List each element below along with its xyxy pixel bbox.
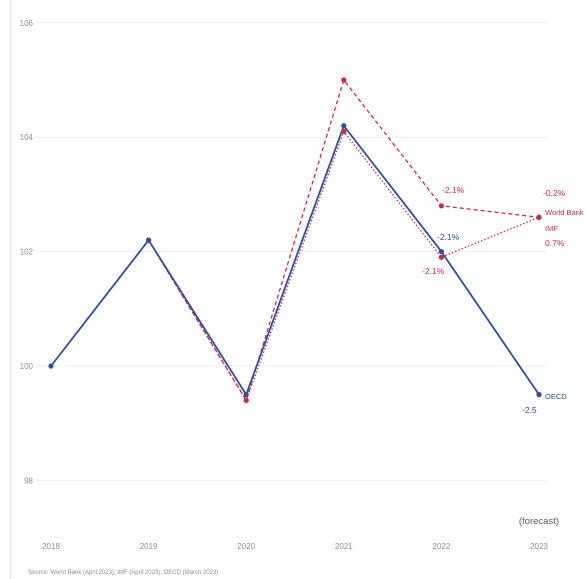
series-label-oecd: OECD [545, 392, 567, 401]
data-point-imf-2023 [536, 214, 542, 220]
series-label-world-bank: World Bank [545, 208, 584, 217]
x-tick-label-2019: 2019 [140, 542, 158, 551]
data-label-world-bank-2022: -2.1% [442, 185, 465, 195]
left-rule [10, 0, 11, 579]
series-lines [50, 79, 540, 401]
data-point-oecd-2021 [341, 123, 347, 129]
series-line-world-bank [148, 79, 540, 401]
data-point-world-bank-2021 [341, 77, 347, 83]
data-label-world-bank-2023: -0.2% [543, 188, 566, 198]
data-point-imf-2022 [438, 254, 444, 260]
series-line-oecd [50, 124, 540, 396]
data-label-imf-2022: -2.1% [422, 266, 445, 276]
data-point-oecd-2019 [146, 237, 152, 243]
y-tick-label-100: 100 [20, 362, 34, 371]
series-line-imf [148, 130, 540, 401]
x-tick-label-2018: 2018 [42, 542, 60, 551]
x-tick-label-2021: 2021 [335, 542, 353, 551]
data-point-imf-2020 [243, 397, 249, 403]
x-axis-ticks: 2018 2019 2020 2021 2022 2023 [42, 542, 548, 551]
x-tick-label-2023: 2023 [530, 542, 548, 551]
x-tick-label-2020: 2020 [237, 542, 255, 551]
data-point-oecd-2018 [48, 363, 54, 369]
y-tick-label-104: 104 [20, 133, 34, 142]
grid-lines [36, 22, 546, 481]
data-label-oecd-2022: -2.1% [437, 232, 460, 242]
data-label-imf-2023: 0.7% [545, 238, 565, 248]
source-note: Source: World Bank (April 2023), IMF (Ap… [28, 570, 219, 576]
series-label-imf: IMF [545, 224, 558, 233]
x-tick-label-2022: 2022 [433, 542, 451, 551]
data-point-imf-2021 [341, 128, 347, 135]
data-point-oecd-2023 [536, 392, 542, 398]
data-point-oecd-2020 [243, 392, 249, 398]
y-tick-label-102: 102 [20, 248, 34, 257]
y-axis-ticks: 98 100 102 104 106 [20, 19, 34, 486]
y-tick-label-106: 106 [20, 19, 34, 28]
forecast-note: (forecast) [519, 516, 559, 527]
data-label-oecd-2023: -2.5 [522, 405, 537, 415]
data-point-world-bank-2022 [438, 203, 444, 209]
data-point-oecd-2022 [438, 249, 444, 255]
data-labels: World Bank IMF OECD -2.1% -2.5 -2.1% -0.2% -2.1… [422, 185, 584, 415]
y-tick-label-98: 98 [24, 476, 33, 485]
data-points [48, 77, 542, 403]
